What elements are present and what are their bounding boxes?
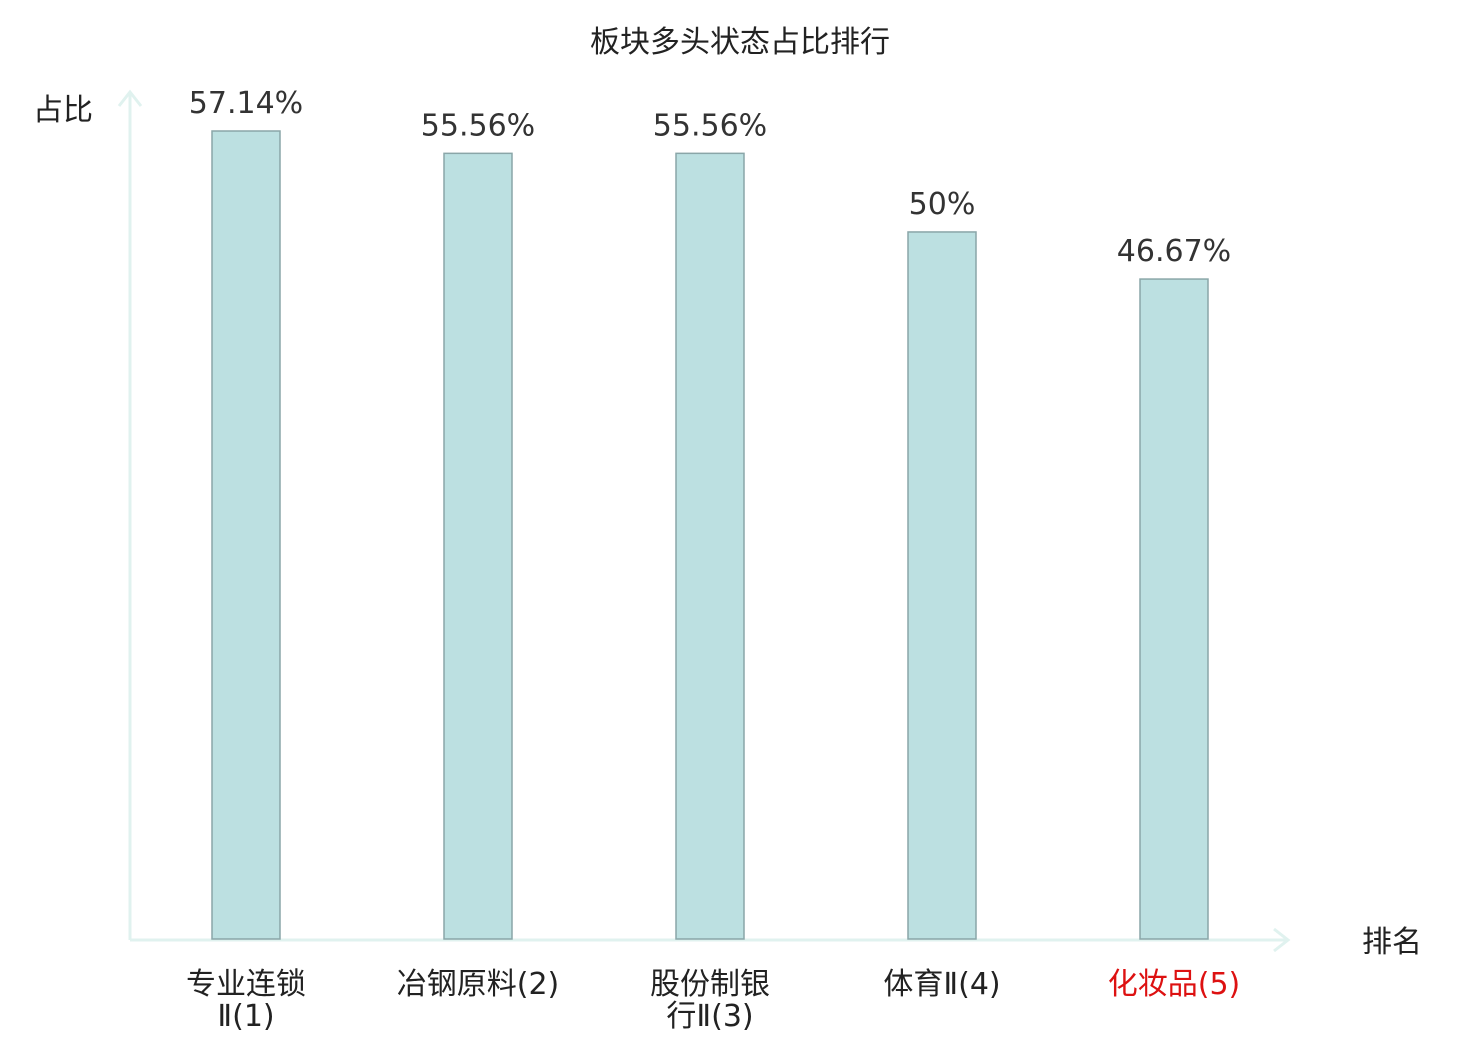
bar-5 <box>1139 278 1209 940</box>
data-label-3: 55.56% <box>653 108 767 143</box>
x-tick-label-3-line-2: 行Ⅱ(3) <box>666 999 753 1034</box>
x-tick-label-2: 冶钢原料(2) <box>397 967 560 1002</box>
x-axis-label: 排名 <box>1362 925 1422 960</box>
bar-2 <box>443 152 513 940</box>
bar-1 <box>211 130 281 940</box>
x-tick-label-1-line-1: 专业连锁 <box>186 967 306 1002</box>
data-label-2: 55.56% <box>421 108 535 143</box>
bar-4 <box>907 231 977 940</box>
chart-title: 板块多头状态占比排行 <box>590 25 890 60</box>
y-axis-label: 占比 <box>33 93 93 128</box>
bar-3 <box>675 152 745 940</box>
data-label-1: 57.14% <box>189 86 303 121</box>
data-label-4: 50% <box>909 187 976 222</box>
x-tick-label-5: 化妆品(5) <box>1108 967 1241 1002</box>
x-tick-label-3-line-1: 股份制银 <box>650 967 770 1002</box>
data-label-5: 46.67% <box>1117 234 1231 269</box>
x-tick-label-4: 体育Ⅱ(4) <box>883 967 1000 1002</box>
x-axis-arrow-icon <box>1273 927 1291 953</box>
x-tick-label-1-line-2: Ⅱ(1) <box>217 999 274 1034</box>
y-axis-arrow-icon <box>117 89 143 107</box>
